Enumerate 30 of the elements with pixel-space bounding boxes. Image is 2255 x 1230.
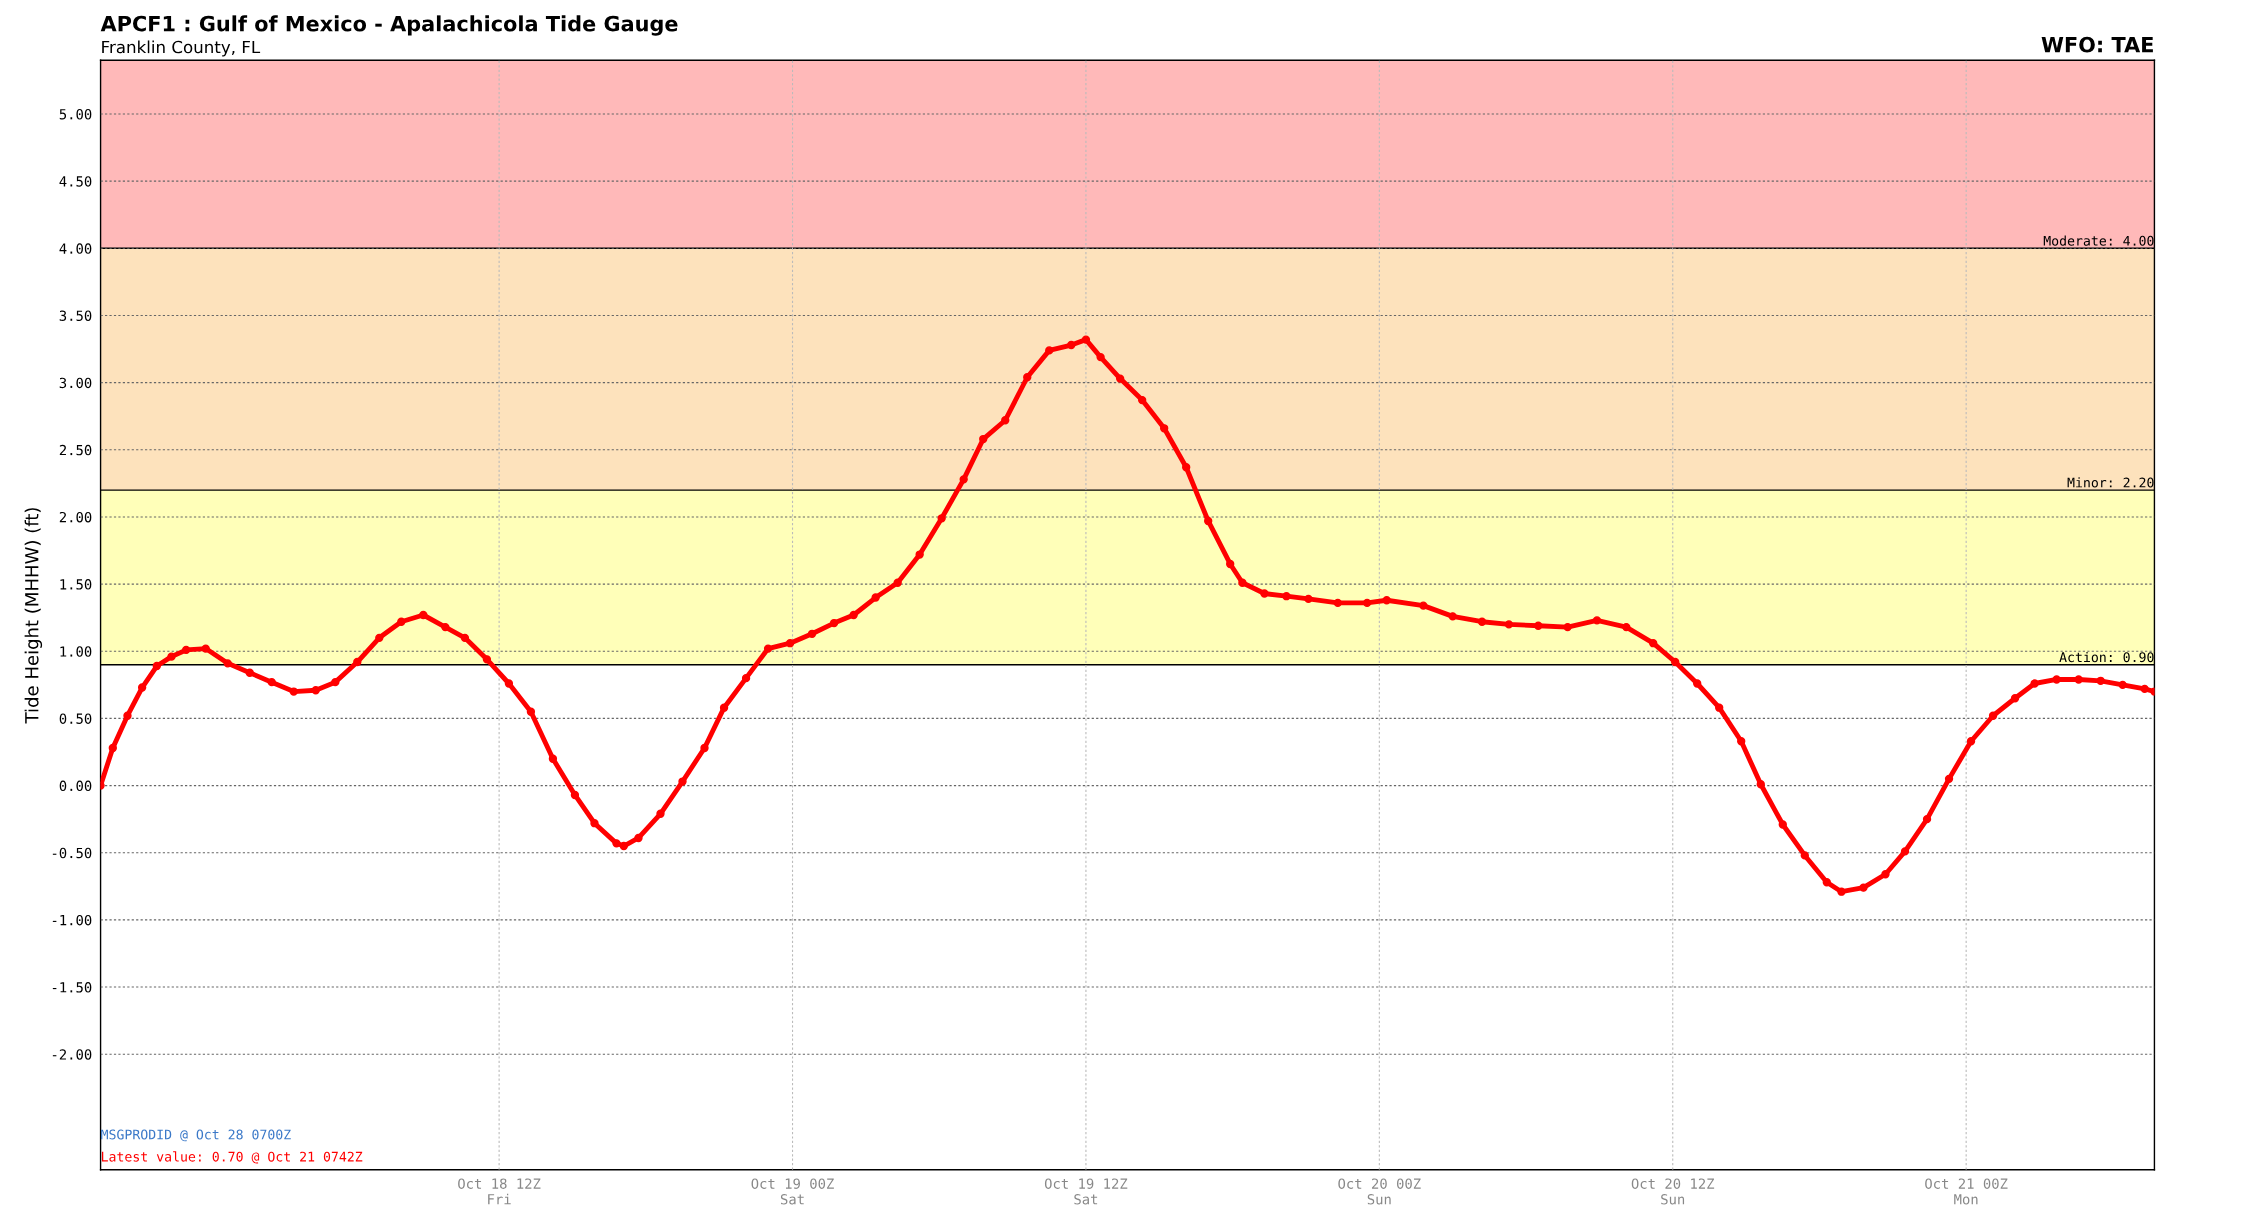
x-tick-label: Oct 20 00Z Sun <box>1338 1178 1421 1205</box>
chart-subtitle: Franklin County, FL <box>102 40 261 57</box>
y-tick-label: 0.50 <box>59 713 92 724</box>
ref-line-label: Moderate: 4.00 <box>2043 235 2154 246</box>
y-tick-label: 5.00 <box>59 109 92 120</box>
chart-title: APCF1 : Gulf of Mexico - Apalachicola Tide Gauge <box>100 15 678 36</box>
annotation: MSGPRODID @ Oct 28 0700Z <box>101 1129 291 1142</box>
y-tick-label: 0.00 <box>59 780 92 792</box>
y-tick-label: 4.50 <box>59 176 92 187</box>
ref-line-label: Action: 0.90 <box>2059 651 2154 663</box>
y-tick-label: 2.00 <box>59 511 92 523</box>
x-tick-label: Oct 21 00Z Mon <box>1925 1178 2008 1205</box>
y-tick-label: 1.50 <box>60 579 92 590</box>
y-tick-label: -1.00 <box>52 914 92 926</box>
x-tick-label: Oct 20 12Z Sun <box>1631 1178 1715 1205</box>
y-tick-label: 3.00 <box>59 377 92 389</box>
ref-line-label: Minor: 2.20 <box>2067 477 2154 488</box>
annotation: Latest value: 0.70 @ Oct 21 0742Z <box>101 1151 363 1164</box>
y-tick-label: 2.50 <box>59 444 92 456</box>
y-tick-label: -1.50 <box>52 982 92 993</box>
y-tick-label: -2.00 <box>52 1049 92 1060</box>
x-tick-label: Oct 19 00Z Sat <box>751 1178 834 1205</box>
x-tick-label: Oct 18 12Z Fri <box>458 1178 541 1205</box>
y-tick-label: 1.00 <box>60 646 92 657</box>
y-axis-title: Tide Height (MHHW) (ft) <box>24 508 43 724</box>
x-tick-label: Oct 19 12Z Sat <box>1044 1178 1128 1205</box>
y-tick-label: 3.50 <box>59 310 92 321</box>
y-tick-label: -0.50 <box>52 847 92 859</box>
y-tick-label: 4.00 <box>59 243 92 254</box>
text: WFO: TAE <box>2041 36 2153 53</box>
